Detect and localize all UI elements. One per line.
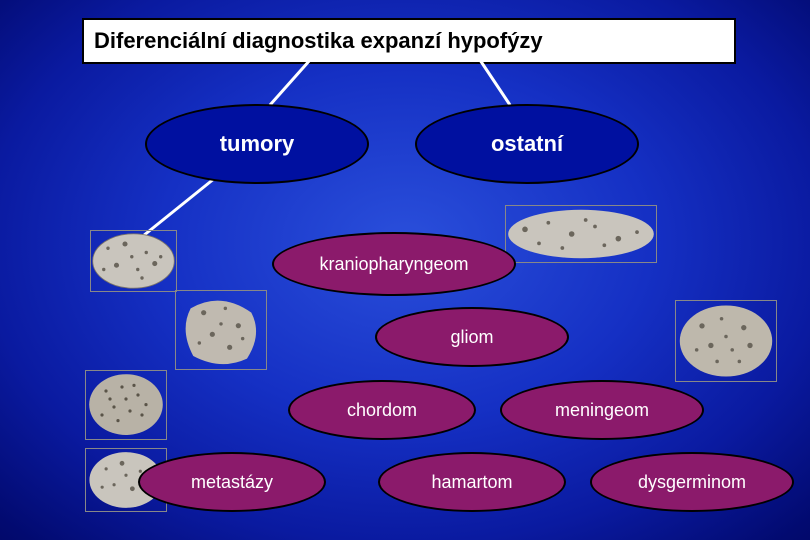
node-ostatni: ostatní <box>415 104 639 184</box>
node-hamartom: hamartom <box>378 452 566 512</box>
connector-title-to-tumory <box>270 60 310 105</box>
node-gliom: gliom <box>375 307 569 367</box>
node-chordom: chordom <box>288 380 476 440</box>
slide-title-text: Diferenciální diagnostika expanzí hypofý… <box>94 28 543 54</box>
node-ostatni-label: ostatní <box>491 131 563 157</box>
node-meningeom: meningeom <box>500 380 704 440</box>
node-metastazy-label: metastázy <box>191 472 273 493</box>
node-dysgerminom: dysgerminom <box>590 452 794 512</box>
rock-image-2 <box>505 205 657 263</box>
node-kraniopharyngeom: kraniopharyngeom <box>272 232 516 296</box>
node-tumory-label: tumory <box>220 131 295 157</box>
connector-title-to-ostatni <box>480 60 510 105</box>
rock-image-4 <box>85 370 167 440</box>
node-metastazy: metastázy <box>138 452 326 512</box>
node-tumory: tumory <box>145 104 369 184</box>
node-dysgerminom-label: dysgerminom <box>638 472 746 493</box>
rock-image-3 <box>175 290 267 370</box>
rock-image-6 <box>675 300 777 382</box>
node-kraniopharyngeom-label: kraniopharyngeom <box>319 254 468 275</box>
node-hamartom-label: hamartom <box>431 472 512 493</box>
node-gliom-label: gliom <box>450 327 493 348</box>
slide-title: Diferenciální diagnostika expanzí hypofý… <box>82 18 736 64</box>
rock-image-1 <box>90 230 177 292</box>
node-chordom-label: chordom <box>347 400 417 421</box>
node-meningeom-label: meningeom <box>555 400 649 421</box>
